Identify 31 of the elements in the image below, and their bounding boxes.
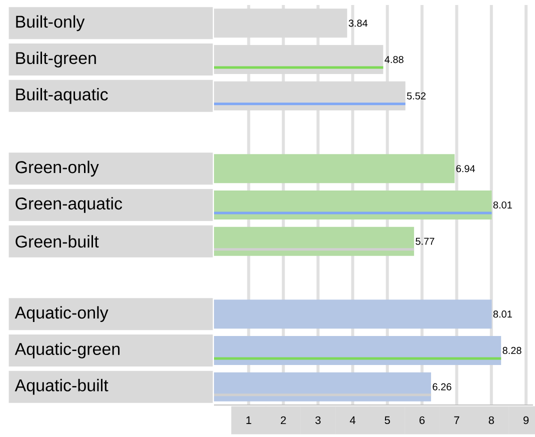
y-tick-label: Aquatic-green [14,342,120,358]
y-tick-label: Green-aquatic [16,197,122,213]
data-label: 8.28 [502,346,522,354]
y-tick-label: Green-built [16,235,99,248]
bar [214,66,384,69]
y-tick-label: Aquatic-built [14,378,108,395]
bar [214,212,492,214]
y-tick-label: Built-only [16,15,85,32]
data-label: 6.26 [432,383,452,390]
data-label: 5.77 [416,238,434,245]
y-tick-label: Aquatic-only [14,306,108,322]
x-tick-label: 1 [246,416,252,424]
data-label: 6.94 [456,165,475,172]
x-tick-label: 9 [524,416,529,424]
x-tick-label: 8 [488,416,494,424]
bar [214,102,406,106]
x-tick-label: 4 [350,416,356,424]
x-tick-label: 3 [315,416,321,424]
data-label: 3.84 [348,20,368,27]
x-tick-label: 7 [454,416,460,424]
y-tick-label: Green-only [16,160,99,177]
y-tick-label: Built-green [16,52,96,68]
data-label: 8.01 [493,201,512,209]
data-label: 4.88 [384,56,404,64]
y-tick-label: Built-aquatic [16,88,108,104]
data-label: 5.52 [407,92,426,100]
data-label: 8.01 [493,310,512,318]
x-tick-label: 6 [420,416,425,424]
bar [214,357,502,360]
x-tick-label: 5 [384,416,390,424]
x-tick-label: 2 [280,416,286,424]
